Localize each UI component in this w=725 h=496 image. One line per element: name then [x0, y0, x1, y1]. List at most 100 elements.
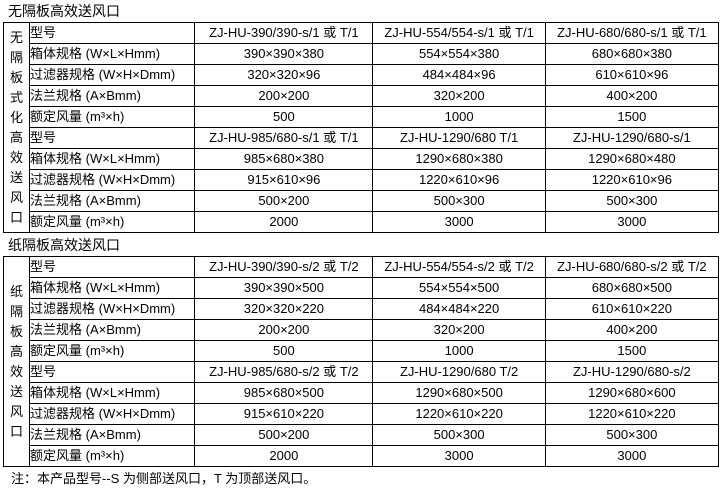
table-row: 额定风量 (m³×h) 500 1000 1500: [4, 340, 720, 362]
section2-side-label: 纸 隔 板 高 效 送 风 口: [2, 256, 31, 467]
table-row: 法兰规格 (A×Bmm) 200×200 320×200 400×200: [4, 85, 720, 107]
spec-cell: 1220×610×96: [544, 169, 720, 191]
row-label-model: 型号: [29, 361, 196, 383]
spec-cell: 554×554×500: [372, 277, 546, 299]
spec-cell: 1290×680×480: [544, 148, 720, 170]
spec-cell: 1220×610×96: [372, 169, 546, 191]
model-cell: ZJ-HU-1290/680 T/1: [372, 127, 546, 149]
spec-cell: 200×200: [194, 85, 374, 107]
spec-cell: 915×610×96: [194, 169, 374, 191]
table-row: 额定风量 (m³×h) 500 1000 1500: [4, 106, 720, 128]
table-row: 额定风量 (m³×h) 2000 3000 3000: [4, 211, 720, 233]
spec-cell: 3000: [544, 445, 720, 467]
table-row: 过滤器规格 (W×H×Dmm) 320×320×220 484×484×220 …: [4, 298, 720, 320]
table-row: 法兰规格 (A×Bmm) 500×200 500×300 500×300: [4, 424, 720, 446]
spec-cell: 680×680×380: [544, 43, 720, 65]
spec-cell: 320×320×96: [194, 64, 374, 86]
spec-cell: 915×610×220: [194, 403, 374, 425]
row-label-flange: 法兰规格 (A×Bmm): [29, 190, 196, 212]
section2-title: 纸隔板高效送风口: [8, 237, 120, 253]
spec-cell: 500: [194, 106, 374, 128]
model-cell: ZJ-HU-554/554-s/2 或 T/2: [372, 256, 546, 278]
row-label-flange: 法兰规格 (A×Bmm): [29, 85, 196, 107]
spec-cell: 500×300: [544, 424, 720, 446]
table-row: 箱体规格 (W×L×Hmm) 985×680×500 1290×680×500 …: [4, 382, 720, 404]
spec-cell: 3000: [372, 445, 546, 467]
table-row: 过滤器规格 (W×H×Dmm) 320×320×96 484×484×96 61…: [4, 64, 720, 86]
spec-cell: 500: [194, 340, 374, 362]
model-cell: ZJ-HU-554/554-s/1 或 T/1: [372, 22, 546, 44]
row-label-filter: 过滤器规格 (W×H×Dmm): [29, 298, 196, 320]
model-cell: ZJ-HU-680/680-s/2 或 T/2: [544, 256, 720, 278]
table-row: 过滤器规格 (W×H×Dmm) 915×610×96 1220×610×96 1…: [4, 169, 720, 191]
spec-cell: 484×484×96: [372, 64, 546, 86]
spec-cell: 400×200: [544, 85, 720, 107]
spec-cell: 320×200: [372, 319, 546, 341]
row-label-airflow: 额定风量 (m³×h): [29, 106, 196, 128]
spec-cell: 3000: [372, 211, 546, 233]
row-label-flange: 法兰规格 (A×Bmm): [29, 319, 196, 341]
spec-cell: 3000: [544, 211, 720, 233]
spec-table-no-partition: 无 隔 板 式 化 高 效 送 风 口 型号 ZJ-HU-390/390-s/1…: [2, 22, 720, 233]
spec-cell: 1000: [372, 340, 546, 362]
table-row: 额定风量 (m³×h) 2000 3000 3000: [4, 445, 720, 467]
spec-cell: 680×680×500: [544, 277, 720, 299]
spec-cell: 200×200: [194, 319, 374, 341]
row-label-filter: 过滤器规格 (W×H×Dmm): [29, 403, 196, 425]
model-cell: ZJ-HU-1290/680-s/1: [544, 127, 720, 149]
spec-cell: 985×680×500: [194, 382, 374, 404]
spec-cell: 2000: [194, 445, 374, 467]
spec-cell: 1290×680×380: [372, 148, 546, 170]
table-row: 型号 ZJ-HU-985/680-s/1 或 T/1 ZJ-HU-1290/68…: [4, 127, 720, 149]
table-row: 无 隔 板 式 化 高 效 送 风 口 型号 ZJ-HU-390/390-s/1…: [2, 22, 720, 233]
section1-side-label: 无 隔 板 式 化 高 效 送 风 口: [2, 22, 31, 233]
model-cell: ZJ-HU-390/390-s/1 或 T/1: [194, 22, 374, 44]
table-row: 箱体规格 (W×L×Hmm) 390×390×500 554×554×500 6…: [4, 277, 720, 299]
table-row: 法兰规格 (A×Bmm) 200×200 320×200 400×200: [4, 319, 720, 341]
spec-cell: 500×300: [372, 424, 546, 446]
row-label-box: 箱体规格 (W×L×Hmm): [29, 382, 196, 404]
spec-cell: 1290×680×600: [544, 382, 720, 404]
model-cell: ZJ-HU-1290/680-s/2: [544, 361, 720, 383]
row-label-model: 型号: [29, 127, 196, 149]
row-label-filter: 过滤器规格 (W×H×Dmm): [29, 64, 196, 86]
spec-cell: 1220×610×220: [544, 403, 720, 425]
table-row: 箱体规格 (W×L×Hmm) 390×390×380 554×554×380 6…: [4, 43, 720, 65]
row-label-airflow: 额定风量 (m³×h): [29, 445, 196, 467]
row-label-airflow: 额定风量 (m³×h): [29, 211, 196, 233]
model-cell: ZJ-HU-985/680-s/1 或 T/1: [194, 127, 374, 149]
row-label-model: 型号: [29, 256, 196, 278]
section1-title: 无隔板高效送风口: [8, 3, 120, 19]
spec-cell: 985×680×380: [194, 148, 374, 170]
spec-cell: 320×320×220: [194, 298, 374, 320]
spec-table-paper-partition: 纸 隔 板 高 效 送 风 口 型号 ZJ-HU-390/390-s/2 或 T…: [2, 256, 720, 467]
spec-cell: 500×200: [194, 424, 374, 446]
spec-cell: 500×300: [372, 190, 546, 212]
spec-cell: 1220×610×220: [372, 403, 546, 425]
row-label-box: 箱体规格 (W×L×Hmm): [29, 43, 196, 65]
spec-cell: 1500: [544, 340, 720, 362]
row-label-airflow: 额定风量 (m³×h): [29, 340, 196, 362]
footnote: 注：本产品型号--S 为侧部送风口，T 为顶部送风口。: [11, 471, 317, 486]
spec-cell: 1500: [544, 106, 720, 128]
model-cell: ZJ-HU-1290/680 T/2: [372, 361, 546, 383]
spec-cell: 554×554×380: [372, 43, 546, 65]
spec-cell: 1290×680×500: [372, 382, 546, 404]
row-label-box: 箱体规格 (W×L×Hmm): [29, 277, 196, 299]
row-label-model: 型号: [29, 22, 196, 44]
row-label-filter: 过滤器规格 (W×H×Dmm): [29, 169, 196, 191]
spec-cell: 400×200: [544, 319, 720, 341]
table-row: 型号 ZJ-HU-985/680-s/2 或 T/2 ZJ-HU-1290/68…: [4, 361, 720, 383]
spec-cell: 320×200: [372, 85, 546, 107]
row-label-box: 箱体规格 (W×L×Hmm): [29, 148, 196, 170]
table-row: 纸 隔 板 高 效 送 风 口 型号 ZJ-HU-390/390-s/2 或 T…: [2, 256, 720, 467]
table-row: 过滤器规格 (W×H×Dmm) 915×610×220 1220×610×220…: [4, 403, 720, 425]
spec-cell: 500×300: [544, 190, 720, 212]
table-row: 箱体规格 (W×L×Hmm) 985×680×380 1290×680×380 …: [4, 148, 720, 170]
spec-cell: 500×200: [194, 190, 374, 212]
spec-cell: 2000: [194, 211, 374, 233]
spec-cell: 610×610×220: [544, 298, 720, 320]
model-cell: ZJ-HU-680/680-s/1 或 T/1: [544, 22, 720, 44]
row-label-flange: 法兰规格 (A×Bmm): [29, 424, 196, 446]
